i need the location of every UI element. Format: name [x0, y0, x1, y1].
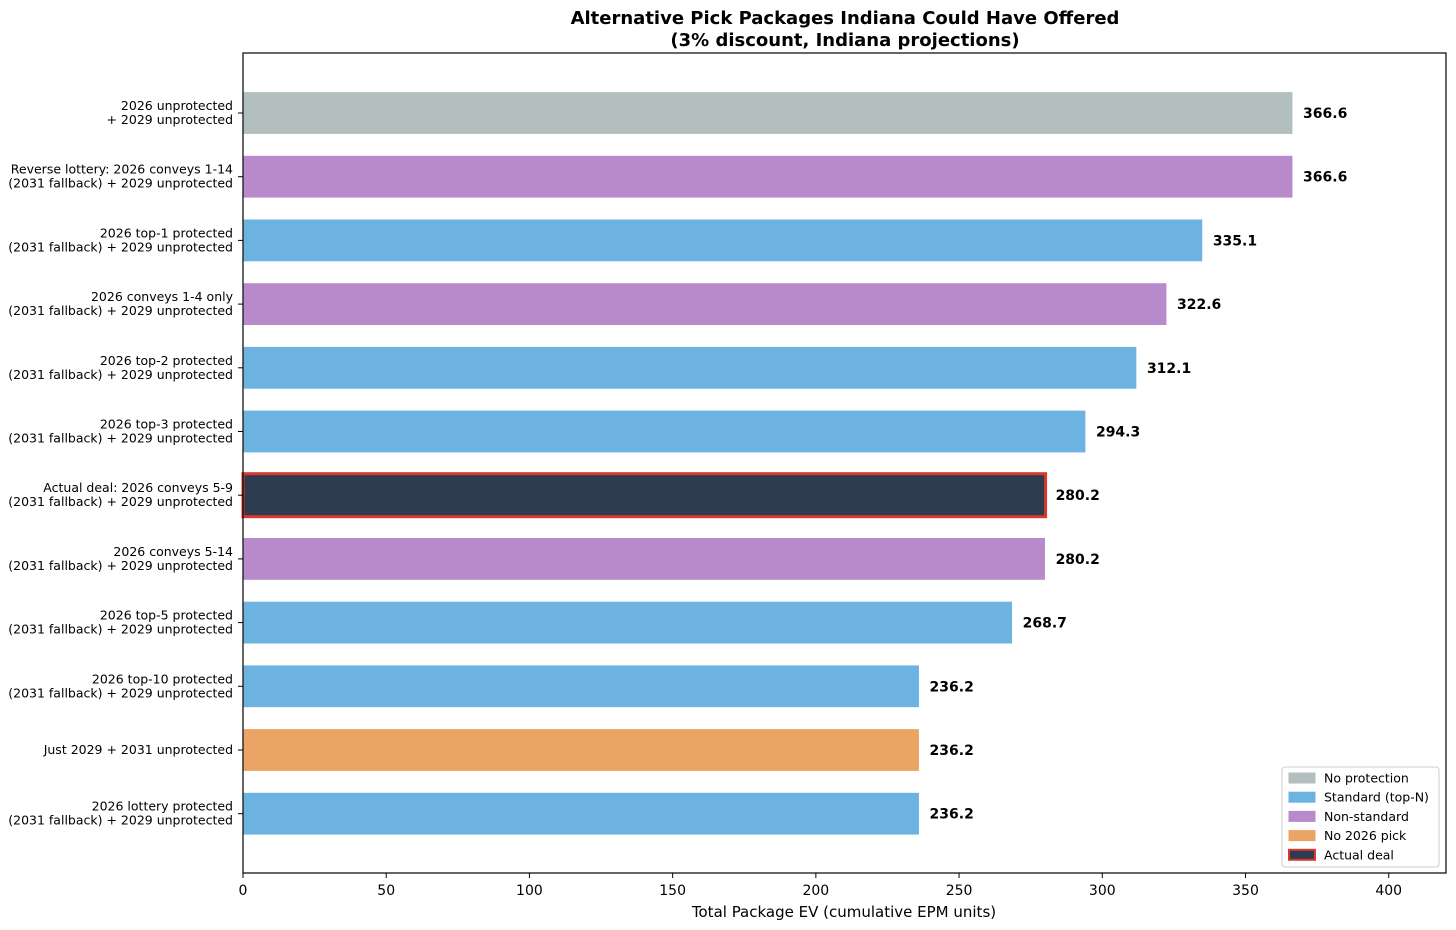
category-label: (2031 fallback) + 2029 unprotected [8, 176, 233, 191]
x-axis: 0 50 100 150 200 250 300 350 400 [239, 873, 1402, 899]
x-tick-label: 50 [377, 883, 395, 899]
category-label: 2026 top-1 protected [100, 225, 233, 240]
legend-label: Non-standard [1324, 809, 1409, 824]
plot-frame [242, 52, 1447, 874]
x-tick-label: 350 [1232, 883, 1259, 899]
legend-label: Actual deal [1324, 847, 1394, 862]
x-tick-label: 200 [802, 883, 829, 899]
bar-3 [242, 218, 1204, 263]
bars-layer: 366.6 2026 unprotected+ 2029 unprotected 3… [8, 90, 1347, 836]
legend-frame [1281, 766, 1440, 868]
category-label: 2026 top-2 protected [100, 353, 233, 368]
bar-value-label: 280.2 [1056, 552, 1100, 568]
category-label: (2031 fallback) + 2029 unprotected [8, 239, 233, 254]
bar-value-label: 236.2 [930, 743, 974, 759]
category-label: (2031 fallback) + 2029 unprotected [8, 431, 233, 446]
bar-value-label: 366.6 [1303, 170, 1347, 186]
legend-swatch [1288, 810, 1316, 822]
bar-6 [242, 409, 1087, 454]
category-label: (2031 fallback) + 2029 unprotected [8, 367, 233, 382]
x-tick-label: 250 [946, 883, 973, 899]
category-label: (2031 fallback) + 2029 unprotected [8, 303, 233, 318]
category-label: 2026 top-10 protected [92, 671, 233, 686]
bar-value-label: 268.7 [1023, 616, 1067, 632]
bar-value-label: 294.3 [1096, 425, 1140, 441]
x-tick-label: 400 [1375, 883, 1402, 899]
category-label: 2026 conveys 1-4 only [91, 289, 234, 304]
x-tick-label: 150 [659, 883, 686, 899]
category-label: + 2029 unprotected [106, 112, 233, 127]
legend-swatch [1288, 830, 1316, 842]
category-label: Actual deal: 2026 conveys 5-9 [43, 480, 233, 495]
legend-label: No 2026 pick [1324, 828, 1407, 843]
x-axis-title: Total Package EV (cumulative EPM units) [691, 903, 996, 921]
category-label: 2026 top-3 protected [100, 417, 233, 432]
bar-12 [242, 791, 921, 836]
bar-value-label: 335.1 [1213, 233, 1257, 249]
bar-value-label: 236.2 [930, 807, 974, 823]
legend-label: No protection [1324, 771, 1409, 786]
bar-7 [241, 472, 1048, 519]
category-label: (2031 fallback) + 2029 unprotected [8, 622, 233, 637]
category-label: 2026 unprotected [121, 98, 233, 113]
x-tick-label: 100 [516, 883, 543, 899]
bar-5 [242, 345, 1138, 390]
bar-value-label: 322.6 [1177, 297, 1221, 313]
x-tick-label: 0 [239, 883, 248, 899]
legend-swatch [1288, 848, 1316, 861]
category-label: Just 2029 + 2031 unprotected [43, 742, 233, 757]
category-label: (2031 fallback) + 2029 unprotected [8, 813, 233, 828]
bar-value-label: 312.1 [1147, 361, 1191, 377]
legend-swatch [1288, 772, 1316, 784]
x-tick-label: 300 [1089, 883, 1116, 899]
chart-title: Alternative Pick Packages Indiana Could … [571, 8, 1120, 29]
legend: No protection Standard (top-N) Non-standar… [1281, 766, 1440, 868]
bar-10 [242, 664, 921, 709]
category-label: 2026 top-5 protected [100, 608, 233, 623]
category-label: (2031 fallback) + 2029 unprotected [8, 494, 233, 509]
category-label: Reverse lottery: 2026 conveys 1-14 [11, 162, 233, 177]
bar-value-label: 236.2 [930, 679, 974, 695]
bar-1 [242, 90, 1294, 136]
bar-11 [242, 727, 921, 773]
legend-label: Standard (top-N) [1324, 790, 1429, 805]
category-label: (2031 fallback) + 2029 unprotected [8, 558, 233, 573]
bar-value-label: 280.2 [1056, 488, 1100, 504]
legend-swatch [1288, 791, 1316, 803]
category-label: 2026 conveys 5-14 [113, 544, 233, 559]
category-label: (2031 fallback) + 2029 unprotected [8, 685, 233, 700]
bar-4 [242, 282, 1168, 327]
bar-value-label: 366.6 [1303, 106, 1347, 122]
bar-9 [242, 600, 1014, 645]
category-label: 2026 lottery protected [92, 799, 233, 814]
chart-subtitle: (3% discount, Indiana projections) [670, 30, 1019, 51]
bar-2 [242, 154, 1294, 199]
bar-8 [242, 536, 1047, 582]
